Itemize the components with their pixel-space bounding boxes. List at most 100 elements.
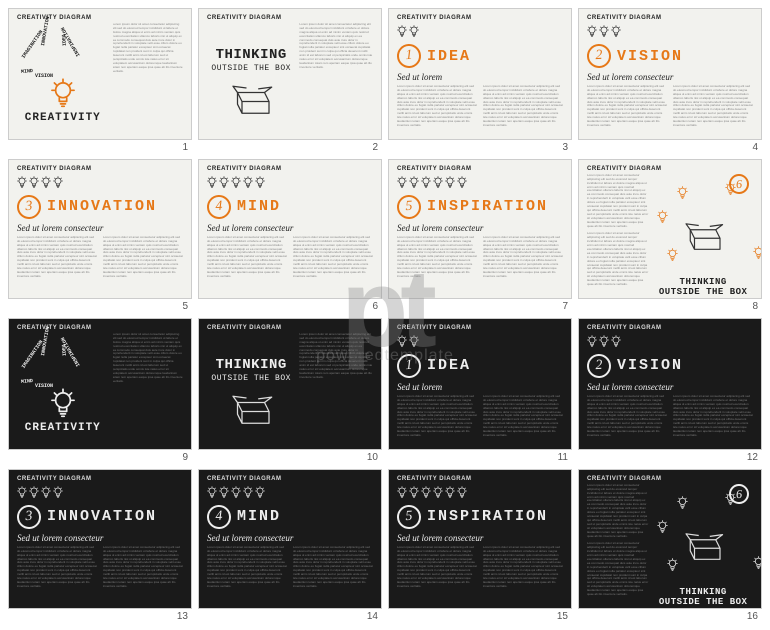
slide-cell: CREATIVITY DIAGRAM [388, 469, 572, 622]
lightbulb-icon [255, 486, 265, 499]
slide-number: 16 [578, 609, 762, 622]
slide-thumbnail[interactable]: CREATIVITY DIAGRAM [198, 469, 382, 609]
slide-thumbnail[interactable]: CREATIVITY DIAGRAM MINDIMAGINATIONINNOVA… [8, 8, 192, 140]
body-text: Lorem ipsum dolor sit amet consectetur a… [397, 546, 477, 589]
body-text: Lorem ipsum dolor sit amet consectetur a… [673, 85, 753, 128]
body-text: Lorem ipsum dolor sit amet consectetur a… [207, 236, 287, 279]
lightbulb-icon [587, 25, 597, 38]
slide-number: 6 [198, 299, 382, 312]
lightbulb-icon [725, 492, 736, 506]
step-number: 1 [396, 43, 421, 68]
slide-header: CREATIVITY DIAGRAM [397, 476, 563, 482]
subtitle: Sed ut lorem consecteur [207, 533, 373, 543]
bulb-row [397, 176, 563, 189]
lightbulb-icon [667, 248, 678, 262]
slide-thumbnail[interactable]: CREATIVITY DIAGRAM THINKING OUTSIDE THE … [198, 318, 382, 450]
body-text: Lorem ipsum dolor sit amet consectetur a… [673, 395, 753, 438]
body-text: Lorem ipsum dolor sit amet consectetur a… [17, 546, 97, 589]
body-text: Lorem ipsum dolor sit amet consectetur a… [113, 333, 183, 384]
ray-word: MIND [21, 68, 33, 75]
slide-cell: CREATIVITY DIAGRAM 3 INNOVATION [8, 159, 192, 312]
slide-header: CREATIVITY DIAGRAM [587, 325, 753, 331]
lightbulb-icon [409, 25, 419, 38]
open-box-icon [681, 217, 725, 251]
slide-number: 5 [8, 299, 192, 312]
slide-thumbnail[interactable]: CREATIVITY DIAGRAM 3 INNOVATION [8, 159, 192, 299]
slide-cell: CREATIVITY DIAGRAM 1 IDEA Sed ut lorem L… [388, 318, 572, 463]
lightbulb-icon [397, 335, 407, 348]
lightbulb-icon [207, 486, 217, 499]
slide-thumbnail[interactable]: CREATIVITY DIAGRAM Lorem ipsum dolor sit… [578, 159, 762, 299]
slide-thumbnail[interactable]: CREATIVITY DIAGRAM 1 IDEA Sed ut lorem L… [388, 8, 572, 140]
lightbulb-icon [53, 176, 63, 189]
bulb-row [397, 335, 563, 348]
slide-thumbnail[interactable]: CREATIVITY DIAGRAM [388, 159, 572, 299]
slide-number: 4 [578, 140, 762, 153]
lightbulb-icon [433, 176, 443, 189]
lightbulb-icon [397, 25, 407, 38]
slide-thumbnail[interactable]: CREATIVITY DIAGRAM 1 IDEA Sed ut lorem L… [388, 318, 572, 450]
slide-cell: CREATIVITY DIAGRAM Lorem ipsum dolor sit… [578, 469, 762, 622]
slide-number: 3 [388, 140, 572, 153]
lightbulb-icon [599, 335, 609, 348]
lightbulb-icon [17, 176, 27, 189]
body-text: Lorem ipsum dolor sit amet consectetur a… [299, 333, 373, 380]
slide-number: 13 [8, 609, 192, 622]
lightbulb-icon [587, 335, 597, 348]
slide-cell: CREATIVITY DIAGRAM THINKING OUTSIDE THE … [198, 8, 382, 153]
slide-number: 1 [8, 140, 192, 153]
slide-header: CREATIVITY DIAGRAM [397, 325, 563, 331]
creativity-title: CREATIVITY [25, 422, 101, 434]
subtitle: Sed ut lorem [397, 72, 563, 82]
body-text: Lorem ipsum dolor sit amet consectetur a… [103, 236, 183, 279]
lightbulb-icon [409, 486, 419, 499]
subtitle: Sed ut lorem consecteur [17, 223, 183, 233]
slide-thumbnail[interactable]: CREATIVITY DIAGRAM [198, 159, 382, 299]
lightbulb-icon [397, 486, 407, 499]
slide-thumbnail[interactable]: CREATIVITY DIAGRAM [388, 469, 572, 609]
lightbulb-icon [255, 176, 265, 189]
body-text: Lorem ipsum dolor sit amet consectetur a… [483, 85, 563, 128]
slide-cell: CREATIVITY DIAGRAM THINKING OUTSIDE THE … [198, 318, 382, 463]
step-number: 1 [396, 353, 421, 378]
slide-header: CREATIVITY DIAGRAM [17, 15, 183, 21]
slide-thumbnail[interactable]: CREATIVITY DIAGRAM 2 VISION Sed ut lorem… [578, 8, 762, 140]
subtitle: Sed ut lorem consecteur [17, 533, 183, 543]
lightbulb-icon [725, 182, 736, 196]
slide-number: 7 [388, 299, 572, 312]
bulb-row [17, 176, 183, 189]
slide-thumbnail[interactable]: CREATIVITY DIAGRAM MINDIMAGINATIONINNOVA… [8, 318, 192, 450]
lightbulb-icon [29, 486, 39, 499]
slide-header: CREATIVITY DIAGRAM [207, 476, 373, 482]
lightbulb-icon [421, 176, 431, 189]
body-text: Lorem ipsum dolor sit amet consectetur a… [483, 236, 563, 279]
body-text: Lorem ipsum dolor sit amet consectetur a… [483, 546, 563, 589]
slide-cell: CREATIVITY DIAGRAM [388, 159, 572, 312]
slide-number: 2 [198, 140, 382, 153]
body-text: Lorem ipsum dolor sit amet consectetur a… [207, 546, 287, 589]
body-text: Lorem ipsum dolor sit amet consectetur a… [397, 236, 477, 279]
lightbulb-icon [677, 496, 688, 510]
slide-thumbnail[interactable]: CREATIVITY DIAGRAM 2 VISION Sed ut lorem… [578, 318, 762, 450]
body-text: Lorem ipsum dolor sit amet consectetur a… [397, 395, 477, 438]
subtitle: Sed ut lorem consecteur [397, 223, 563, 233]
lightbulb-icon [207, 176, 217, 189]
slide-thumbnail[interactable]: CREATIVITY DIAGRAM 3 INNOVATION [8, 469, 192, 609]
lightbulb-icon [219, 486, 229, 499]
lightbulb-icon [29, 176, 39, 189]
body-text: Lorem ipsum dolor sit amet consectetur a… [113, 23, 183, 74]
slide-thumbnail[interactable]: CREATIVITY DIAGRAM THINKING OUTSIDE THE … [198, 8, 382, 140]
lightbulb-icon [433, 486, 443, 499]
body-text: Lorem ipsum dolor sit amet consectetur a… [587, 85, 667, 128]
thinking-graphic: THINKING OUTSIDE THE BOX [207, 23, 295, 140]
slide-number: 12 [578, 450, 762, 463]
lightbulb-icon [445, 176, 455, 189]
step-number: 4 [206, 194, 231, 219]
lightbulb-icon [231, 486, 241, 499]
body-text: Lorem ipsum dolor sit amet consectetur a… [293, 236, 373, 279]
creativity-graphic: MINDIMAGINATIONINNOVATIONIDEAINSPIRATION… [17, 333, 109, 450]
slide-thumbnail[interactable]: CREATIVITY DIAGRAM Lorem ipsum dolor sit… [578, 469, 762, 609]
slide-cell: CREATIVITY DIAGRAM 3 INNOVATION [8, 469, 192, 622]
keyword: INNOVATION [47, 198, 157, 215]
slide-cell: CREATIVITY DIAGRAM MINDIMAGINATIONINNOVA… [8, 8, 192, 153]
